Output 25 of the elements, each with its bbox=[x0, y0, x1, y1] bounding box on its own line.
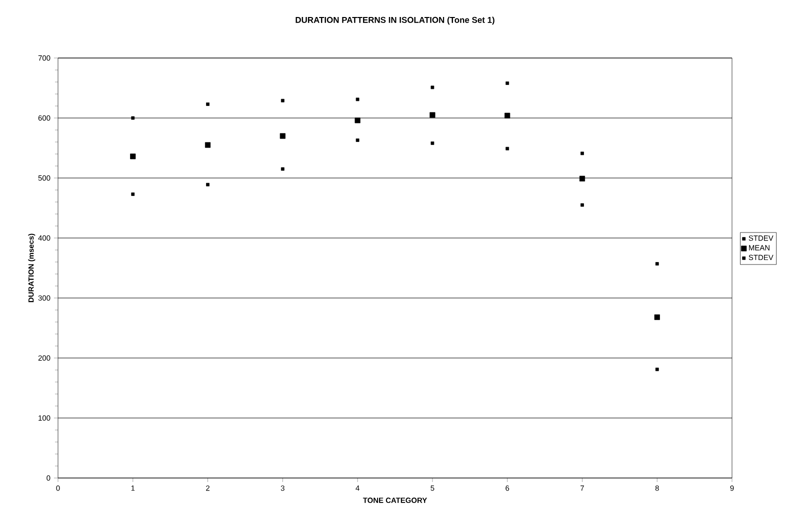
point bbox=[430, 112, 436, 118]
point bbox=[130, 154, 136, 160]
point bbox=[131, 192, 135, 196]
point bbox=[579, 176, 586, 182]
point bbox=[506, 146, 510, 150]
point bbox=[580, 203, 584, 207]
point bbox=[206, 182, 210, 186]
point bbox=[356, 138, 360, 142]
point bbox=[354, 118, 360, 124]
point bbox=[280, 133, 286, 139]
chart-title: DURATION PATTERNS IN ISOLATION (Tone Set 1) bbox=[296, 16, 494, 25]
point bbox=[280, 167, 284, 171]
point bbox=[204, 142, 211, 148]
point bbox=[356, 98, 360, 102]
point bbox=[206, 102, 210, 106]
point bbox=[280, 98, 284, 102]
point bbox=[506, 82, 510, 85]
point bbox=[655, 368, 659, 372]
point bbox=[430, 142, 434, 145]
point bbox=[654, 314, 660, 320]
point bbox=[504, 112, 510, 118]
point bbox=[131, 116, 135, 120]
point bbox=[430, 86, 434, 90]
point bbox=[655, 262, 659, 266]
point bbox=[580, 152, 584, 156]
